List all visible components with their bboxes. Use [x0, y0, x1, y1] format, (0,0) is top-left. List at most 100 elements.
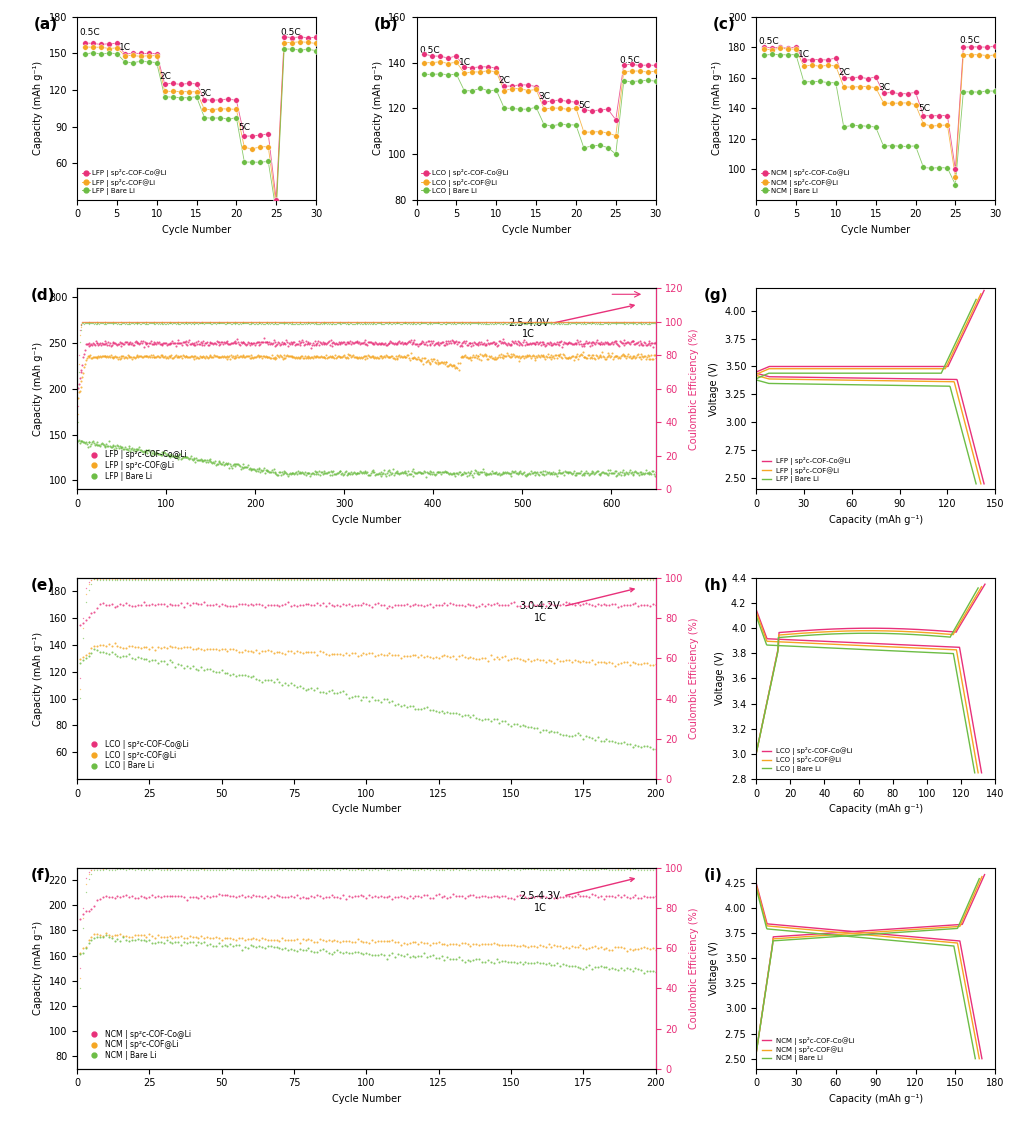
Point [343, 313, 359, 331]
Point [571, 333, 588, 351]
Point [544, 938, 560, 956]
Point [446, 313, 463, 331]
Point [136, 443, 153, 461]
Point [624, 55, 640, 73]
Point [408, 335, 425, 353]
Point [471, 650, 487, 668]
Point [442, 465, 459, 483]
Point [235, 313, 251, 331]
Point [327, 314, 344, 332]
Point [379, 598, 395, 616]
Point [529, 335, 546, 353]
Point [506, 346, 522, 364]
Point [293, 346, 310, 364]
Point [506, 313, 522, 331]
Point [323, 346, 340, 364]
Point [271, 349, 287, 367]
Point [373, 348, 390, 366]
Point [566, 313, 583, 331]
Point [557, 348, 574, 366]
Point [288, 930, 305, 948]
Point [569, 464, 586, 482]
Point [359, 313, 376, 331]
Point [450, 704, 467, 722]
Point [291, 861, 308, 879]
Point [163, 314, 180, 332]
Point [629, 313, 645, 331]
Point [270, 313, 286, 331]
Point [479, 315, 496, 333]
Point [128, 346, 145, 364]
Point [323, 569, 340, 587]
Point [253, 570, 270, 588]
Point [600, 315, 617, 333]
Point [112, 350, 128, 368]
Point [439, 313, 456, 331]
Point [644, 861, 661, 879]
Point [436, 704, 452, 722]
Point [460, 860, 476, 878]
Point [95, 334, 112, 352]
Point [298, 569, 314, 587]
Point [281, 313, 298, 331]
Point [463, 708, 479, 726]
Point [637, 313, 654, 331]
Point [352, 314, 368, 332]
Point [132, 596, 149, 614]
Point [121, 570, 137, 588]
Point [154, 315, 170, 333]
Point [566, 570, 583, 588]
Point [209, 314, 226, 332]
Point [220, 569, 236, 587]
Point [115, 928, 131, 946]
Point [392, 313, 408, 331]
Point [86, 435, 103, 453]
Point [393, 596, 409, 614]
Point [244, 313, 261, 331]
Point [562, 334, 579, 352]
Point [471, 314, 487, 332]
Point [355, 348, 371, 366]
Point [280, 315, 297, 333]
Point [828, 74, 844, 92]
Point [502, 315, 518, 333]
Point [499, 313, 515, 331]
Point [107, 861, 123, 879]
Point [410, 888, 427, 906]
Point [482, 712, 499, 730]
Point [620, 315, 636, 333]
Point [631, 349, 647, 367]
Point [561, 348, 578, 366]
Point [72, 654, 88, 672]
Point [151, 313, 167, 331]
Point [193, 314, 209, 332]
Point [596, 335, 613, 353]
Point [246, 460, 263, 478]
Point [440, 313, 457, 331]
Point [387, 569, 403, 587]
Point [604, 335, 621, 353]
Point [344, 333, 360, 351]
Point [518, 313, 535, 331]
Point [443, 465, 460, 483]
Point [154, 336, 170, 354]
Point [472, 314, 488, 332]
Point [312, 569, 328, 587]
Point [523, 570, 540, 588]
Point [139, 569, 155, 587]
Point [196, 314, 212, 332]
Point [593, 315, 609, 333]
Point [496, 315, 512, 333]
Point [528, 861, 545, 879]
Point [314, 314, 330, 332]
Point [117, 348, 133, 366]
Point [309, 886, 325, 904]
Point [576, 860, 592, 878]
Point [520, 314, 537, 332]
Point [428, 314, 444, 332]
Point [168, 448, 185, 466]
Point [70, 379, 86, 397]
Point [425, 65, 441, 83]
Point [92, 313, 109, 331]
Point [402, 313, 419, 331]
